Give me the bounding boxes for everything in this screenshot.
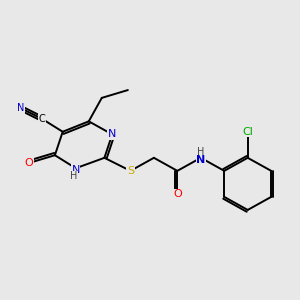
Text: N: N <box>71 164 80 175</box>
Text: O: O <box>173 189 182 199</box>
Text: C: C <box>38 114 45 124</box>
Text: S: S <box>127 166 134 176</box>
Text: H: H <box>70 171 77 181</box>
Text: N: N <box>108 129 116 140</box>
Text: N: N <box>196 155 206 165</box>
Text: Cl: Cl <box>242 127 253 137</box>
Text: H: H <box>197 147 205 157</box>
Text: O: O <box>25 158 33 168</box>
Text: N: N <box>17 103 25 113</box>
